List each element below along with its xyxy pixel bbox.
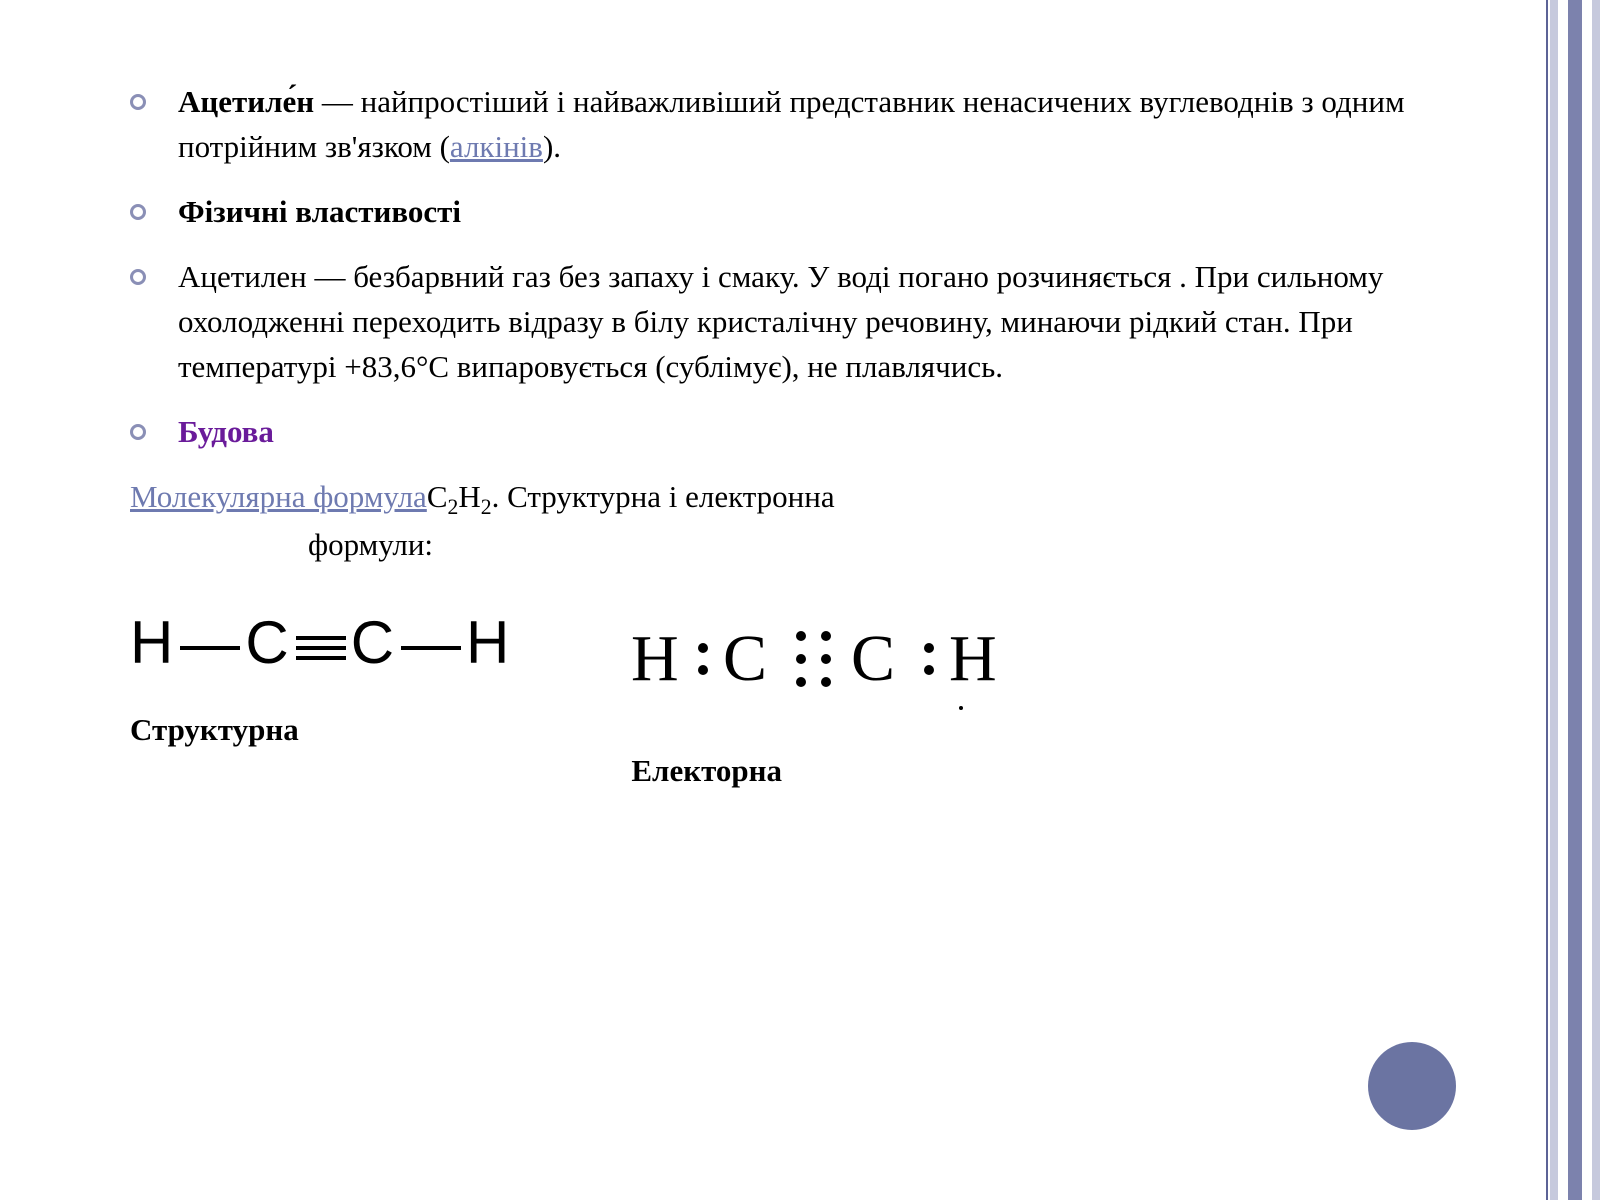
physical-properties-text: Ацетилен — безбарвний газ без запаху і с… bbox=[178, 259, 1383, 384]
structural-h1: H bbox=[130, 609, 175, 676]
structural-c1: C bbox=[245, 609, 290, 676]
molecular-formula-line: Молекулярна формулаC2H2. Структурна і ел… bbox=[130, 475, 1466, 569]
definition-text-a: найпростіший і найважливіший представник… bbox=[178, 84, 1405, 164]
single-bond-2 bbox=[396, 613, 466, 682]
triple-bond bbox=[291, 613, 351, 682]
corner-circle-decoration bbox=[1368, 1042, 1456, 1130]
bullet-item-structure-heading: Будова bbox=[130, 410, 1466, 455]
electronic-svg: H C C bbox=[631, 608, 1131, 718]
svg-text:H: H bbox=[631, 622, 679, 695]
caption-electronic: Електорна bbox=[631, 753, 782, 789]
formula-after: . Структурна і електронна bbox=[492, 479, 835, 514]
dash: — bbox=[314, 84, 361, 119]
structural-column: H CC H Структурна bbox=[130, 608, 511, 748]
stripe bbox=[1550, 0, 1558, 1200]
diagrams-row: HCCH Структурна H C bbox=[130, 608, 1466, 789]
content-area: Ацетиле́н — найпростіший і найважливіший… bbox=[0, 0, 1548, 1200]
stripe bbox=[1568, 0, 1582, 1200]
electronic-column: H C C bbox=[631, 608, 1131, 789]
heading-physical-properties: Фізичні властивості bbox=[178, 194, 461, 229]
stripe bbox=[1582, 0, 1592, 1200]
formula-sub-2a: 2 bbox=[448, 495, 459, 519]
stripe bbox=[1558, 0, 1568, 1200]
svg-text:C: C bbox=[723, 622, 767, 695]
slide-frame: Ацетиле́н — найпростіший і найважливіший… bbox=[0, 0, 1600, 1200]
bullet-item-phys-body: Ацетилен — безбарвний газ без запаху і с… bbox=[130, 255, 1466, 390]
svg-text:C: C bbox=[851, 622, 895, 695]
electronic-formula: H C C bbox=[631, 608, 1131, 723]
caption-structural: Структурна bbox=[130, 712, 299, 748]
formula-sub-2b: 2 bbox=[481, 495, 492, 519]
formula-c: C bbox=[427, 479, 448, 514]
bullet-list: Ацетиле́н — найпростіший і найважливіший… bbox=[130, 80, 1466, 455]
formula-h: H bbox=[458, 479, 480, 514]
single-bond-1 bbox=[175, 613, 245, 682]
stripe bbox=[1592, 0, 1600, 1200]
term-acetylene: Ацетиле́н bbox=[178, 84, 314, 119]
definition-text-b: ). bbox=[543, 129, 561, 164]
right-stripes bbox=[1550, 0, 1600, 1200]
heading-structure: Будова bbox=[178, 414, 274, 449]
svg-text:H: H bbox=[949, 622, 997, 695]
structural-c2: C bbox=[351, 609, 396, 676]
structural-h2: H bbox=[466, 609, 511, 676]
bullet-item-definition: Ацетиле́н — найпростіший і найважливіший… bbox=[130, 80, 1466, 170]
structural-formula: H CC H bbox=[130, 608, 511, 682]
formula-indent-line: формули: bbox=[130, 523, 1466, 568]
bullet-item-phys-heading: Фізичні властивості bbox=[130, 190, 1466, 235]
link-alkenes[interactable]: алкінів bbox=[450, 129, 543, 164]
link-molecular-formula[interactable]: Молекулярна формула bbox=[130, 479, 427, 514]
